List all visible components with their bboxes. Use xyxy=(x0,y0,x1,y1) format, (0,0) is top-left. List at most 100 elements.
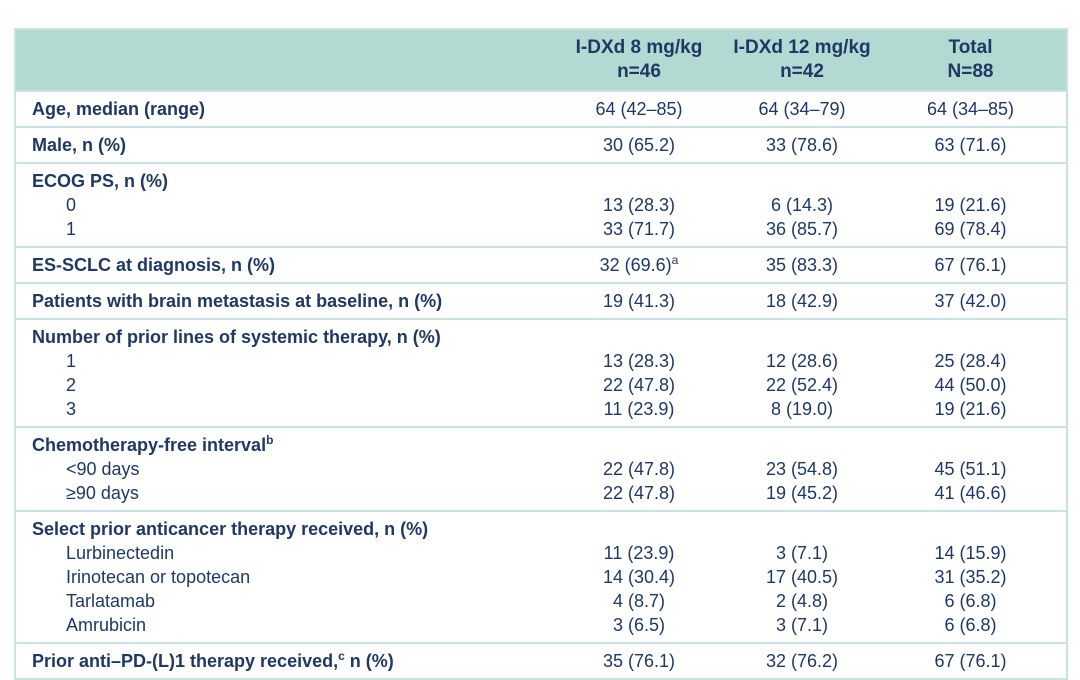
value-cell: 35 (76.1) xyxy=(602,651,676,671)
row-sublabel: Irinotecan or topotecan xyxy=(66,567,251,587)
table-row: 2 22 (47.8) 22 (52.4) 44 (50.0) xyxy=(15,373,1067,397)
table-row: Amrubicin 3 (6.5) 3 (7.1) 6 (6.8) xyxy=(15,613,1067,643)
group-label-row: ECOG PS, n (%) xyxy=(15,163,1067,193)
value-cell: 3 (7.1) xyxy=(775,615,829,635)
value-cell: 6 (6.8) xyxy=(944,615,997,635)
value-cell: 13 (28.3) xyxy=(602,195,676,215)
table-header: I-DXd 8 mg/kg n=46 I-DXd 12 mg/kg n=42 T… xyxy=(15,29,1067,91)
value-cell xyxy=(875,511,1067,541)
baseline-characteristics-table: I-DXd 8 mg/kg n=46 I-DXd 12 mg/kg n=42 T… xyxy=(14,28,1068,680)
section-select-prior-therapy: Select prior anticancer therapy received… xyxy=(15,511,1067,643)
value-cell: 33 (71.7) xyxy=(602,219,676,239)
group-label-row: Select prior anticancer therapy received… xyxy=(15,511,1067,541)
row-label: Prior anti–PD-(L)1 therapy received,c n … xyxy=(15,643,549,679)
col-title: I-DXd 12 mg/kg xyxy=(733,37,871,58)
value-cell: 4 (8.7) xyxy=(612,591,666,611)
section-chemo-free-interval: Chemotherapy-free intervalb <90 days 22 … xyxy=(15,427,1067,511)
label-text-after: n (%) xyxy=(344,651,394,671)
value-cell: 22 (47.8) xyxy=(602,375,676,395)
header-empty-cell xyxy=(15,29,549,91)
table-row: 0 13 (28.3) 6 (14.3) 19 (21.6) xyxy=(15,193,1067,217)
table-row: Tarlatamab 4 (8.7) 2 (4.8) 6 (6.8) xyxy=(15,589,1067,613)
value-cell: 14 (15.9) xyxy=(934,543,1007,563)
col-title: I-DXd 8 mg/kg xyxy=(575,37,703,58)
value-cell: 3 (6.5) xyxy=(612,615,666,635)
value-cell: 45 (51.1) xyxy=(934,459,1007,479)
row-sublabel: Tarlatamab xyxy=(66,591,156,611)
table-row: 3 11 (23.9) 8 (19.0) 19 (21.6) xyxy=(15,397,1067,427)
value-cell: 6 (6.8) xyxy=(944,591,997,611)
group-label-row: Number of prior lines of systemic therap… xyxy=(15,319,1067,349)
value-cell: 6 (14.3) xyxy=(770,195,834,215)
value-cell: 12 (28.6) xyxy=(765,351,839,371)
value-cell: 14 (30.4) xyxy=(602,567,676,587)
group-label-row: Chemotherapy-free intervalb xyxy=(15,427,1067,457)
value-cell: 64 (34–85) xyxy=(926,99,1015,119)
row-sublabel: 1 xyxy=(66,351,77,371)
value-cell: 17 (40.5) xyxy=(765,567,839,587)
value-cell: 69 (78.4) xyxy=(934,219,1007,239)
row-label: Chemotherapy-free intervalb xyxy=(15,427,549,457)
col-n: N=88 xyxy=(947,61,994,82)
value-cell xyxy=(875,319,1067,349)
value-cell: 32 (76.2) xyxy=(765,651,839,671)
header-col-idxd-12mgkg: I-DXd 12 mg/kg n=42 xyxy=(729,29,875,91)
section-ecog-ps: ECOG PS, n (%) 0 13 (28.3) 6 (14.3) 19 (… xyxy=(15,163,1067,247)
row-label: ES-SCLC at diagnosis, n (%) xyxy=(32,255,276,275)
col-title: Total xyxy=(948,37,993,58)
value-cell: 64 (34–79) xyxy=(758,99,846,119)
value-cell xyxy=(549,319,729,349)
value-cell: 67 (76.1) xyxy=(934,255,1007,275)
table-row: Patients with brain metastasis at baseli… xyxy=(15,283,1067,319)
table-row: <90 days 22 (47.8) 23 (54.8) 45 (51.1) xyxy=(15,457,1067,481)
label-text: Prior anti–PD-(L)1 therapy received, xyxy=(32,651,339,671)
value-cell: 41 (46.6) xyxy=(934,483,1007,503)
value-cell xyxy=(549,511,729,541)
row-label: ECOG PS, n (%) xyxy=(32,171,169,191)
value-cell: 25 (28.4) xyxy=(934,351,1007,371)
value-cell xyxy=(549,427,729,457)
value-cell: 67 (76.1) xyxy=(934,651,1007,671)
value-cell: 13 (28.3) xyxy=(602,351,676,371)
section-prior-lines: Number of prior lines of systemic therap… xyxy=(15,319,1067,427)
row-sublabel: 0 xyxy=(66,195,77,215)
value-cell: 22 (52.4) xyxy=(765,375,839,395)
table-row: Male, n (%) 30 (65.2) 33 (78.6) 63 (71.6… xyxy=(15,127,1067,163)
table-row: 1 13 (28.3) 12 (28.6) 25 (28.4) xyxy=(15,349,1067,373)
value-cell: 23 (54.8) xyxy=(765,459,839,479)
row-label: Patients with brain metastasis at baseli… xyxy=(32,291,443,311)
value-cell xyxy=(549,163,729,193)
value-cell: 44 (50.0) xyxy=(934,375,1007,395)
value-cell: 35 (83.3) xyxy=(765,255,839,275)
col-n: n=46 xyxy=(617,61,661,82)
value-cell: 11 (23.9) xyxy=(603,543,675,563)
row-sublabel: <90 days xyxy=(66,459,140,479)
value-cell: 36 (85.7) xyxy=(765,219,839,239)
baseline-characteristics-table-wrap: I-DXd 8 mg/kg n=46 I-DXd 12 mg/kg n=42 T… xyxy=(14,28,1068,680)
value-cell: 64 (42–85) xyxy=(595,99,683,119)
row-sublabel: 3 xyxy=(66,399,77,419)
row-label: Age, median (range) xyxy=(32,99,206,119)
value-cell: 2 (4.8) xyxy=(775,591,829,611)
section-age: Age, median (range) 64 (42–85) 64 (34–79… xyxy=(15,91,1067,127)
value-cell: 19 (41.3) xyxy=(602,291,676,311)
value-cell: 33 (78.6) xyxy=(765,135,839,155)
footnote-marker-a: a xyxy=(671,253,679,267)
table-row: Irinotecan or topotecan 14 (30.4) 17 (40… xyxy=(15,565,1067,589)
value-cell: 8 (19.0) xyxy=(770,399,834,419)
section-male: Male, n (%) 30 (65.2) 33 (78.6) 63 (71.6… xyxy=(15,127,1067,163)
section-brain-metastasis: Patients with brain metastasis at baseli… xyxy=(15,283,1067,319)
row-sublabel: 1 xyxy=(66,219,77,239)
col-n: n=42 xyxy=(780,61,824,82)
value-cell: 63 (71.6) xyxy=(934,135,1007,155)
table-row: Lurbinectedin 11 (23.9) 3 (7.1) 14 (15.9… xyxy=(15,541,1067,565)
value-cell: 18 (42.9) xyxy=(765,291,839,311)
value-cell: 19 (21.6) xyxy=(934,399,1007,419)
footnote-marker-c: c xyxy=(338,649,345,663)
section-prior-anti-pd-l1: Prior anti–PD-(L)1 therapy received,c n … xyxy=(15,643,1067,679)
row-sublabel: Lurbinectedin xyxy=(66,543,175,563)
section-es-sclc: ES-SCLC at diagnosis, n (%) 32 (69.6)a 3… xyxy=(15,247,1067,283)
table-row: Prior anti–PD-(L)1 therapy received,c n … xyxy=(15,643,1067,679)
table-row: 1 33 (71.7) 36 (85.7) 69 (78.4) xyxy=(15,217,1067,247)
value-cell: 37 (42.0) xyxy=(934,291,1007,311)
